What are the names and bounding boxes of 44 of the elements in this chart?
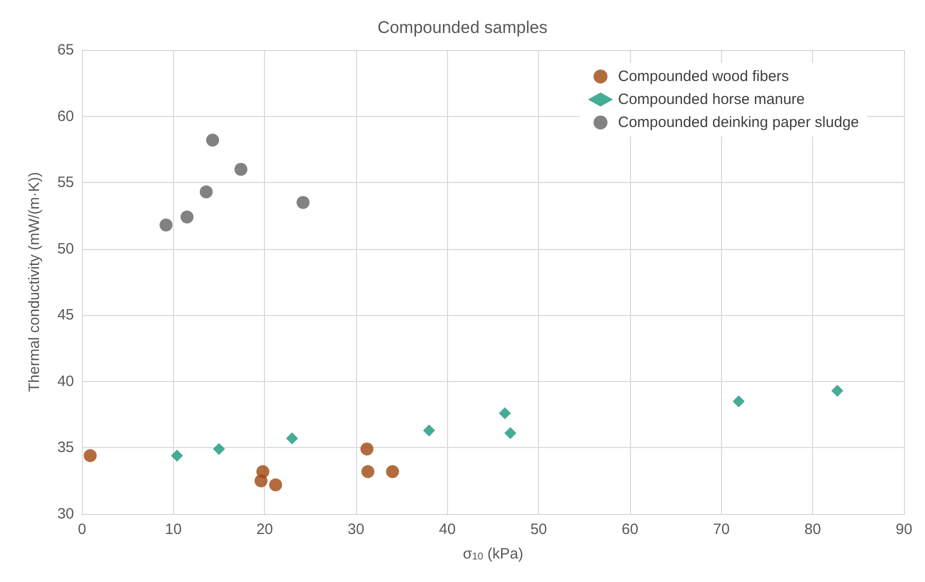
point [504,427,516,440]
point [269,478,282,492]
x-tick-label: 30 [348,521,364,538]
legend-label: Compounded horse manure [618,91,805,108]
y-tick-label: 35 [57,439,74,456]
point [831,384,844,397]
point [360,442,374,456]
point [170,450,183,462]
y-tick-label: 30 [57,506,74,522]
point [254,474,268,488]
point [286,432,298,444]
y-tick-label: 50 [57,240,74,258]
x-tick-label: 90 [896,521,912,538]
y-tick-label: 55 [57,174,74,192]
x-axis-title: σ10 (kPa) [462,546,524,562]
y-tick-label: 40 [57,372,74,390]
x-tick-label: 60 [622,521,638,538]
point [180,210,194,224]
point [84,449,97,462]
legend-label: Compounded deinking paper sludge [618,114,860,131]
x-tick-label: 80 [804,521,822,538]
y-axis-title: Thermal conductivity (mW/(m·K)) [26,172,43,392]
y-tick-label: 45 [57,306,74,324]
y-tick-label: 60 [57,108,74,125]
point [206,134,220,147]
point [200,185,213,198]
x-tick-label: 0 [78,521,86,538]
point [160,218,173,232]
x-tick-label: 50 [530,521,548,538]
point [498,407,511,420]
x-tick-label: 10 [164,521,182,538]
point [234,162,248,176]
point [423,424,436,436]
point [361,465,374,478]
point [296,196,310,209]
point [386,465,400,478]
legend-label: Compounded wood fibers [618,68,789,85]
point [213,443,225,456]
x-tick-label: 70 [712,521,730,538]
y-tick-label: 65 [57,42,74,58]
x-tick-label: 20 [256,521,274,538]
x-tick-label: 40 [438,521,456,538]
point [732,395,745,408]
chart-title: Compounded samples [377,18,548,37]
